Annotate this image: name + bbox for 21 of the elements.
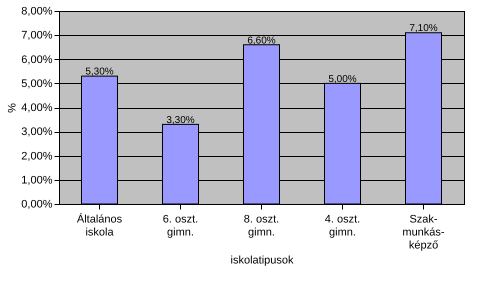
y-tick-label: 2,00% xyxy=(21,150,53,162)
data-label: 5,00% xyxy=(328,74,357,85)
y-tick-label: 7,00% xyxy=(21,30,53,42)
y-tick-label: 4,00% xyxy=(21,102,53,114)
x-tick-label: 4. oszt. gimn. xyxy=(324,214,360,238)
x-axis-title: iskolatipusok xyxy=(230,254,294,266)
x-tick-label: 6. oszt. gimn. xyxy=(162,214,198,238)
x-tick-label: Általános iskola xyxy=(76,212,123,238)
y-axis-title: % xyxy=(6,102,18,113)
x-tick-label: 8. oszt. gimn. xyxy=(244,214,280,238)
y-tick-label: 1,00% xyxy=(21,174,53,186)
y-tick-label: 6,00% xyxy=(21,54,53,66)
data-label: 6,60% xyxy=(247,35,276,46)
x-tick-label: Szak- munkás- képző xyxy=(402,214,445,252)
y-tick-label: 5,00% xyxy=(21,78,53,90)
data-label: 7,10% xyxy=(409,23,438,34)
y-tick-label: 3,00% xyxy=(21,126,53,138)
data-label: 5,30% xyxy=(85,66,114,78)
data-label: 3,30% xyxy=(166,114,195,126)
y-tick-label: 8,00% xyxy=(21,6,53,18)
y-tick-label: 0,00% xyxy=(21,198,53,210)
